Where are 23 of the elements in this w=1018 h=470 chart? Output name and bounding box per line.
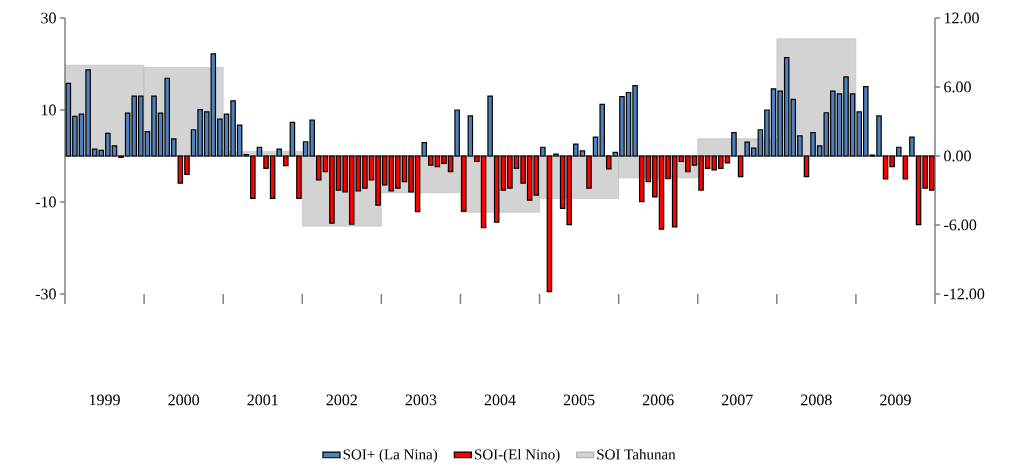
- legend-label: SOI+ (La Nina): [343, 448, 438, 463]
- y2-tick-label: -12.00: [944, 288, 985, 300]
- x-tick-label: 2000: [168, 394, 200, 406]
- x-tick-label: 2003: [405, 394, 437, 406]
- x-tick-label: 2007: [721, 394, 753, 406]
- x-tick-label: 1999: [89, 394, 120, 406]
- legend-label: SOI-(El Nino): [475, 448, 560, 463]
- legend-label: SOI Tahunan: [597, 448, 676, 460]
- x-tick-label: 2006: [642, 394, 674, 406]
- y2-tick-label: 6.00: [944, 81, 971, 93]
- x-tick-label: 2002: [326, 394, 357, 406]
- x-tick-label: 2009: [880, 394, 911, 406]
- y-tick-label: -10: [35, 196, 56, 208]
- x-tick-label: 2004: [484, 394, 516, 406]
- y2-tick-label: 12.00: [944, 12, 979, 24]
- y-tick-label: 30: [41, 12, 56, 24]
- x-tick-label: 2005: [563, 394, 595, 406]
- x-tick-label: 2008: [801, 394, 832, 406]
- x-tick-label: 2001: [247, 394, 278, 406]
- y-tick-label: 10: [41, 104, 56, 116]
- y2-tick-label: 0.00: [944, 150, 971, 162]
- y2-tick-label: -6.00: [944, 219, 977, 231]
- y-tick-label: -30: [35, 288, 56, 300]
